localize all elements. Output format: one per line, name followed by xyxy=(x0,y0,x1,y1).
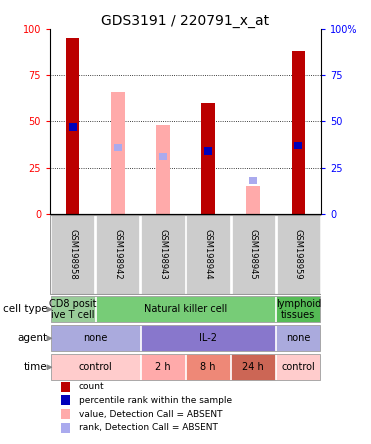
Text: 2 h: 2 h xyxy=(155,362,171,372)
Bar xyxy=(232,215,275,294)
Text: Natural killer cell: Natural killer cell xyxy=(144,305,227,314)
Bar xyxy=(61,409,70,419)
Bar xyxy=(69,123,77,131)
Text: lymphoid
tissues: lymphoid tissues xyxy=(276,299,321,320)
Bar xyxy=(204,147,212,155)
Text: value, Detection Call = ABSENT: value, Detection Call = ABSENT xyxy=(79,410,222,419)
Bar xyxy=(141,215,185,294)
Bar xyxy=(186,215,230,294)
Bar xyxy=(141,354,185,380)
Text: cell type: cell type xyxy=(3,305,47,314)
Bar xyxy=(292,51,305,214)
Text: control: control xyxy=(78,362,112,372)
Text: agent: agent xyxy=(17,333,47,343)
Text: 24 h: 24 h xyxy=(242,362,264,372)
Text: control: control xyxy=(282,362,315,372)
Bar xyxy=(156,125,170,214)
Text: count: count xyxy=(79,382,104,391)
Bar xyxy=(276,297,321,322)
Bar xyxy=(61,381,70,392)
Bar xyxy=(141,325,275,351)
Text: none: none xyxy=(83,333,108,343)
Bar xyxy=(96,297,275,322)
Text: time: time xyxy=(24,362,47,372)
Text: GSM198945: GSM198945 xyxy=(249,229,258,280)
Bar xyxy=(276,325,321,351)
Text: GSM198942: GSM198942 xyxy=(113,229,122,280)
Bar xyxy=(201,103,215,214)
Bar xyxy=(66,38,79,214)
Text: percentile rank within the sample: percentile rank within the sample xyxy=(79,396,232,405)
Text: rank, Detection Call = ABSENT: rank, Detection Call = ABSENT xyxy=(79,424,217,432)
Bar xyxy=(50,297,95,322)
Bar xyxy=(277,215,320,294)
Title: GDS3191 / 220791_x_at: GDS3191 / 220791_x_at xyxy=(101,14,270,28)
Bar xyxy=(111,92,125,214)
Bar xyxy=(61,395,70,405)
Bar xyxy=(249,177,257,184)
Text: GSM198943: GSM198943 xyxy=(158,229,167,280)
Bar xyxy=(50,325,140,351)
Text: GSM198944: GSM198944 xyxy=(204,229,213,280)
Bar xyxy=(231,354,275,380)
Bar xyxy=(186,354,230,380)
Text: GSM198958: GSM198958 xyxy=(68,229,77,280)
Text: 8 h: 8 h xyxy=(200,362,216,372)
Bar xyxy=(61,423,70,433)
Bar xyxy=(51,215,94,294)
Bar xyxy=(50,354,140,380)
Text: GSM198959: GSM198959 xyxy=(294,229,303,280)
Text: IL-2: IL-2 xyxy=(199,333,217,343)
Bar xyxy=(276,354,321,380)
Bar xyxy=(159,153,167,160)
Bar xyxy=(294,142,302,149)
Text: CD8 posit
ive T cell: CD8 posit ive T cell xyxy=(49,299,96,320)
Bar xyxy=(96,215,139,294)
Text: none: none xyxy=(286,333,311,343)
Bar xyxy=(246,186,260,214)
Bar xyxy=(114,143,122,151)
